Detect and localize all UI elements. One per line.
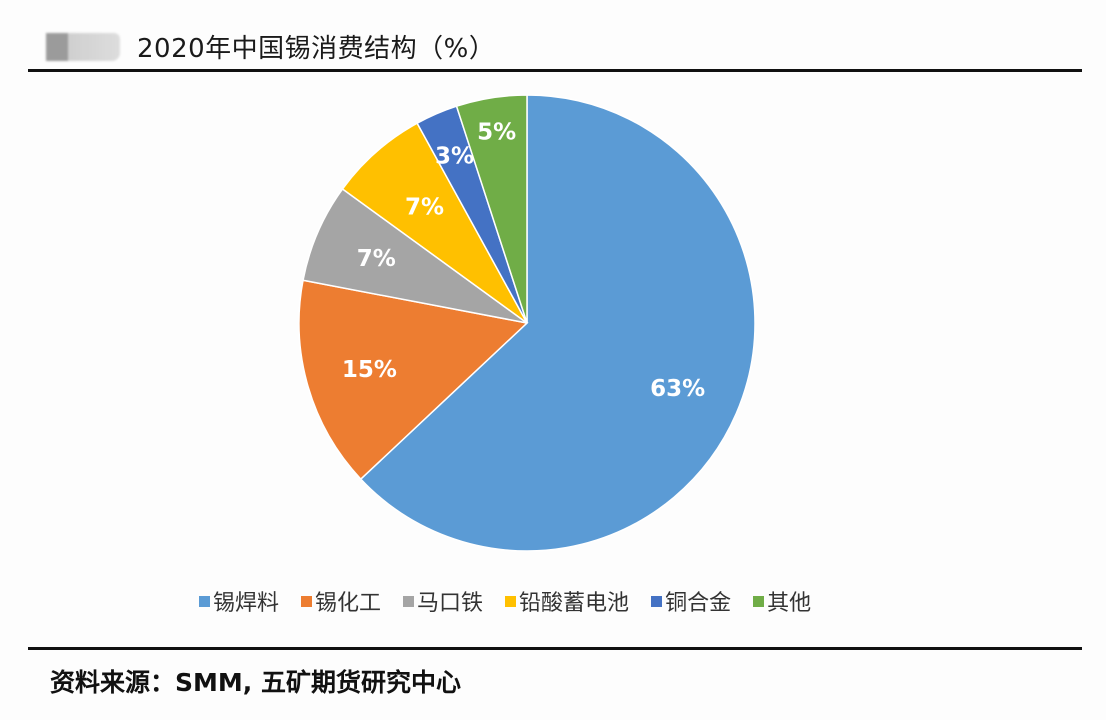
legend-label: 马口铁 [417, 591, 484, 616]
chart-title: 2020年中国锡消费结构（%） [137, 34, 496, 64]
source-note: 资料来源：SMM, 五矿期货研究中心 [50, 668, 461, 697]
legend-label: 锡焊料 [213, 591, 280, 616]
chart-legend: 锡焊料 锡化工 马口铁 铅酸蓄电池 铜合金 其他 [199, 585, 833, 617]
top-divider [28, 69, 1082, 72]
slice-solder [359, 94, 756, 552]
legend-item-copper-alloy: 铜合金 [651, 585, 731, 617]
legend-swatch [753, 595, 765, 607]
legend-label: 其他 [767, 591, 812, 616]
legend-swatch [301, 595, 313, 607]
legend-item-other: 其他 [753, 585, 811, 617]
legend-item-solder: 锡焊料 [199, 585, 279, 617]
legend-label: 铜合金 [665, 591, 732, 616]
data-label: 63% [650, 376, 705, 402]
data-label: 7% [405, 195, 444, 221]
legend-label: 铅酸蓄电池 [519, 591, 630, 616]
legend-item-tin-chemical: 锡化工 [301, 585, 381, 617]
legend-swatch [199, 595, 210, 607]
data-label: 15% [342, 357, 397, 383]
data-label: 3% [435, 144, 474, 170]
legend-swatch [505, 595, 517, 607]
data-label: 5% [477, 120, 516, 146]
blurred-logo [46, 33, 120, 61]
legend-item-lead-acid-battery: 铅酸蓄电池 [505, 585, 629, 617]
legend-label: 锡化工 [315, 591, 382, 616]
bottom-divider [28, 647, 1082, 650]
data-label: 7% [357, 246, 396, 272]
legend-swatch [651, 595, 663, 607]
slice-other [455, 94, 528, 324]
legend-item-tinplate: 马口铁 [403, 585, 483, 617]
legend-swatch [403, 595, 415, 607]
slice-tin-chemical [298, 279, 529, 481]
